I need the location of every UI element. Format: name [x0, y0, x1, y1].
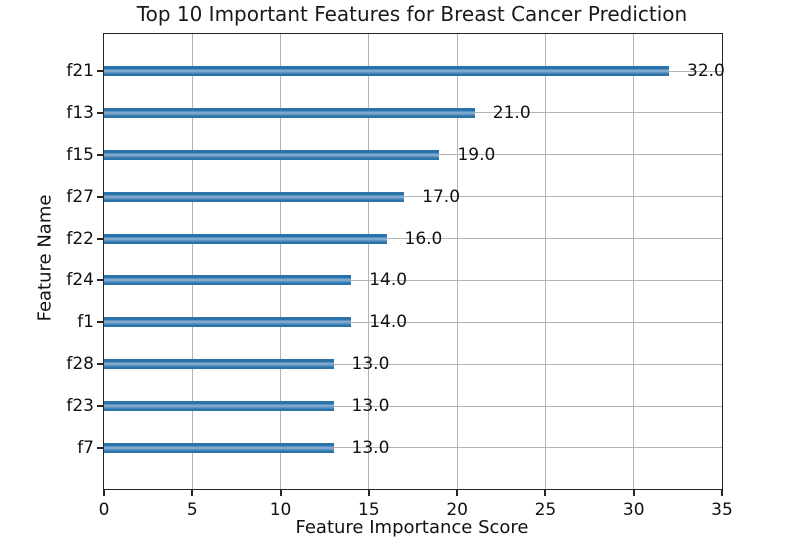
bar-value-label: 13.0	[351, 396, 390, 417]
gridline-vertical	[280, 34, 282, 489]
x-tick-label: 5	[186, 500, 198, 520]
bar-value-label: 16.0	[404, 228, 443, 249]
x-tick-mark	[279, 489, 282, 496]
x-tick-label: 35	[711, 500, 733, 520]
y-tick-mark	[97, 279, 104, 282]
x-tick-label: 20	[446, 500, 468, 520]
x-tick-label: 30	[622, 500, 645, 520]
y-tick-mark	[97, 153, 104, 156]
bar-value-label: 21.0	[492, 102, 531, 123]
gridline-horizontal	[104, 363, 722, 365]
gridline-vertical	[544, 34, 546, 489]
bar	[104, 233, 387, 244]
x-tick-mark	[721, 489, 723, 496]
x-axis-label: Feature Importance Score	[295, 517, 529, 538]
y-tick-label: f23	[66, 396, 94, 417]
y-tick-mark	[97, 321, 104, 324]
y-tick-mark	[97, 195, 104, 198]
bar-value-label: 32.0	[687, 61, 725, 81]
gridline-vertical	[368, 34, 370, 489]
gridline-vertical	[456, 34, 458, 489]
bar-value-label: 13.0	[351, 437, 390, 458]
bar-value-label: 17.0	[422, 186, 461, 207]
bar	[104, 191, 405, 202]
x-tick-label: 25	[534, 500, 557, 520]
y-tick-label: f24	[66, 270, 94, 291]
y-tick-mark	[97, 446, 104, 449]
gridline-horizontal	[104, 196, 722, 198]
x-tick-mark	[544, 489, 547, 496]
bar	[104, 401, 334, 412]
x-tick-mark	[367, 489, 370, 496]
bar-value-label: 14.0	[369, 270, 408, 291]
gridline-horizontal	[104, 279, 722, 281]
y-tick-mark	[97, 405, 104, 408]
y-tick-mark	[97, 363, 104, 366]
bar	[104, 66, 670, 76]
chart-title: Top 10 Important Features for Breast Can…	[136, 2, 688, 26]
x-tick-mark	[191, 489, 194, 496]
bar-value-label: 13.0	[351, 354, 390, 375]
y-tick-label: f1	[77, 312, 94, 333]
y-tick-label: f13	[66, 102, 94, 123]
bar	[104, 442, 334, 453]
y-tick-label: f28	[66, 354, 94, 375]
gridline-horizontal	[104, 238, 722, 240]
bar	[104, 359, 334, 370]
bar-value-label: 19.0	[457, 144, 496, 165]
y-tick-label: f27	[66, 186, 94, 207]
y-tick-mark	[97, 70, 104, 72]
gridline-horizontal	[104, 405, 722, 407]
bar	[104, 275, 352, 286]
y-tick-mark	[97, 237, 104, 240]
y-tick-mark	[97, 111, 104, 114]
x-tick-label: 0	[98, 500, 110, 520]
gridline-horizontal	[104, 447, 722, 449]
y-axis-label: Feature Name	[34, 194, 56, 322]
y-tick-label: f21	[66, 61, 94, 81]
gridline-horizontal	[104, 321, 722, 323]
bar	[104, 149, 440, 160]
x-tick-mark	[456, 489, 459, 496]
y-tick-label: f7	[77, 437, 94, 458]
bar	[104, 107, 475, 118]
bar	[104, 317, 352, 328]
gridline-vertical	[633, 34, 635, 489]
plot-area: 32.0 f21 21.0 f13 19.0 f15 17.0 f27 16.0 f22 14.0 f…	[66, 33, 733, 520]
x-tick-label: 10	[269, 500, 292, 520]
gridline-vertical	[191, 34, 193, 489]
x-tick-label: 15	[358, 500, 380, 520]
y-tick-label: f22	[66, 228, 94, 249]
x-tick-mark	[103, 489, 105, 496]
y-tick-label: f15	[66, 144, 94, 165]
x-tick-mark	[632, 489, 635, 496]
bar-value-label: 14.0	[369, 312, 408, 333]
